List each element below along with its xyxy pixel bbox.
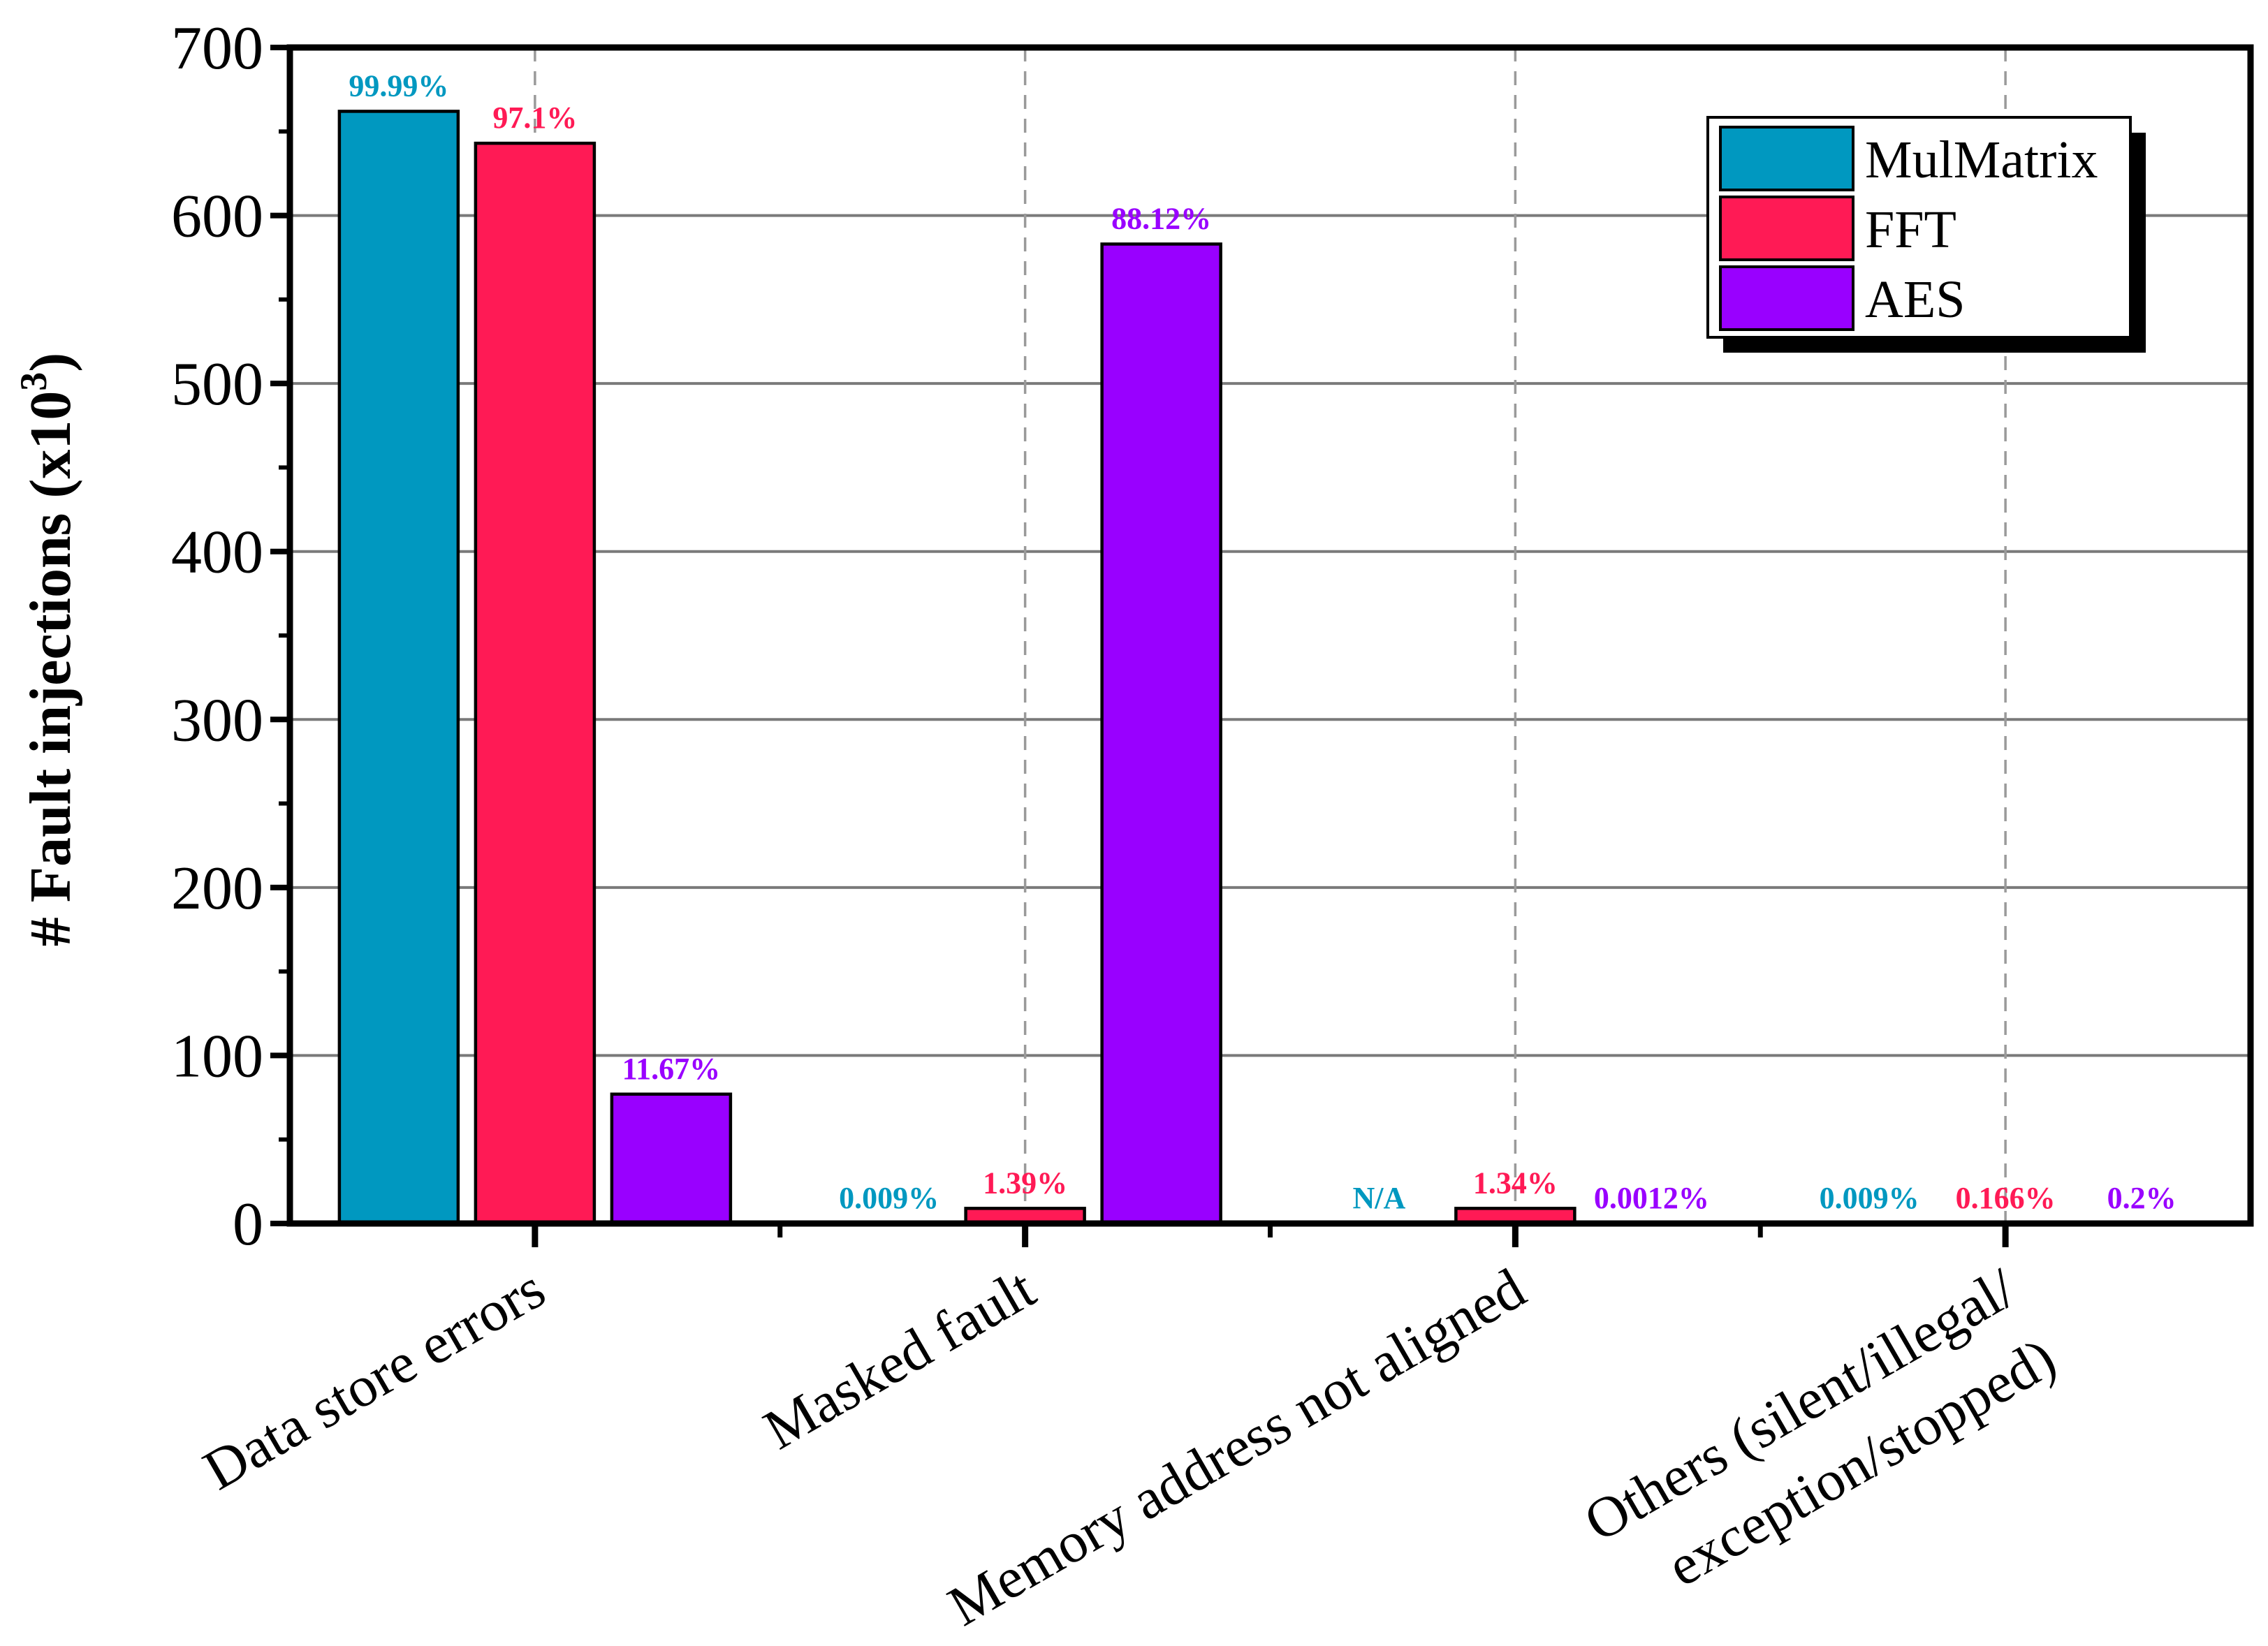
x-category-label-line: Data store errors — [193, 1256, 555, 1502]
data-label-mulmatrix-3: 0.009% — [1820, 1181, 1919, 1215]
legend-swatch-mulmatrix — [1719, 126, 1854, 191]
y-tick-label: 600 — [171, 183, 263, 251]
legend: MulMatrix FFT AES — [1706, 116, 2146, 353]
legend-label-mulmatrix: MulMatrix — [1865, 131, 2098, 189]
y-tick-label: 300 — [171, 686, 263, 754]
y-tick-label: 200 — [171, 855, 263, 923]
bar-mulmatrix-0 — [337, 110, 460, 1226]
y-tick-label: 100 — [171, 1022, 263, 1090]
data-label-mulmatrix-0: 99.99% — [349, 68, 448, 103]
x-category-label: Masked fault — [753, 1256, 1045, 1462]
x-category-label-line: Masked fault — [753, 1256, 1045, 1462]
bars — [337, 110, 1576, 1226]
axis-ticks — [270, 45, 2009, 1247]
bar-aes-1 — [1100, 242, 1222, 1226]
data-label-fft-0: 97.1% — [492, 101, 577, 135]
y-tick-label: 700 — [171, 15, 263, 82]
bar-fft-0 — [474, 141, 597, 1226]
legend-label-fft: FFT — [1865, 200, 1956, 259]
y-tick-labels: 0 100 200 300 400 500 600 700 — [171, 15, 263, 1258]
bar-aes-0 — [610, 1092, 733, 1226]
data-label-aes-1: 88.12% — [1111, 201, 1211, 235]
data-label-aes-2: 0.0012% — [1594, 1181, 1709, 1215]
data-label-mulmatrix-2: N/A — [1352, 1181, 1405, 1215]
data-label-fft-2: 1.34% — [1473, 1166, 1558, 1200]
y-tick-label: 400 — [171, 519, 263, 587]
data-label-fft-3: 0.166% — [1956, 1181, 2056, 1215]
y-tick-label: 0 — [233, 1191, 263, 1258]
x-category-label: Others (silent/illegal/exception/stopped… — [1574, 1256, 2066, 1599]
x-category-label: Data store errors — [193, 1256, 555, 1502]
legend-swatch-aes — [1719, 265, 1854, 331]
legend-label-aes: AES — [1865, 270, 1966, 329]
legend-swatch-fft — [1719, 196, 1854, 261]
data-label-aes-3: 0.2% — [2107, 1181, 2176, 1215]
data-label-fft-1: 1.39% — [983, 1166, 1067, 1200]
y-axis-label: # Fault injections (x103) — [13, 353, 83, 947]
data-labels: 99.99% 0.009% N/A 0.009% 97.1% 1.39% 1.34% 0.16… — [349, 68, 2176, 1215]
y-tick-label: 500 — [171, 351, 263, 418]
data-label-mulmatrix-1: 0.009% — [839, 1181, 939, 1215]
data-label-aes-0: 11.67% — [622, 1052, 721, 1086]
